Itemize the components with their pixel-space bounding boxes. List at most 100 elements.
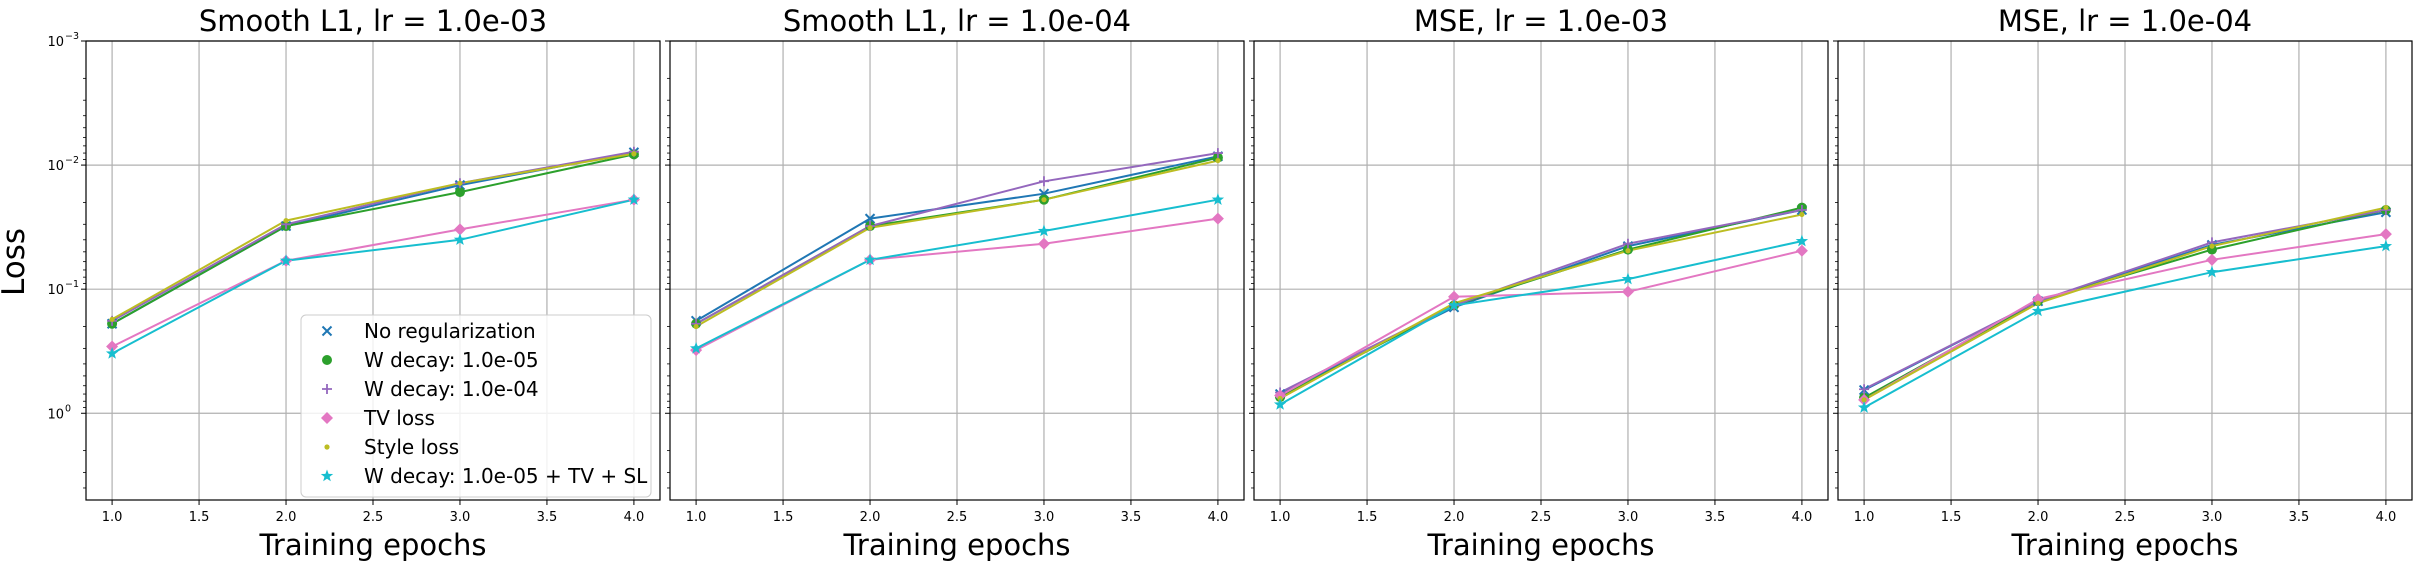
xtick-label: 1.5 — [773, 510, 794, 525]
axes-frame — [669, 40, 1245, 501]
data-point — [1448, 290, 1461, 303]
xtick-label: 1.5 — [1941, 510, 1962, 525]
data-point — [2205, 253, 2218, 266]
data-point — [2383, 204, 2389, 211]
legend-item: W decay: 1.0e-05 — [322, 348, 539, 372]
xtick-label: 2.5 — [363, 510, 384, 525]
data-point — [2379, 228, 2392, 241]
xtick-label: 1.0 — [1270, 510, 1291, 525]
legend-marker — [322, 355, 332, 365]
legend-label: W decay: 1.0e-05 + TV + SL — [364, 464, 648, 488]
xtick-label: 2.5 — [1531, 510, 1552, 525]
axes-frame — [1253, 40, 1829, 501]
data-point — [1037, 237, 1050, 250]
data-point — [1215, 157, 1221, 164]
ytick-exponent: 0 — [65, 403, 71, 414]
data-point — [1861, 397, 1867, 403]
data-point — [1273, 398, 1287, 410]
ytick-label: 10 — [47, 407, 64, 422]
legend-marker — [320, 469, 334, 482]
data-point — [693, 323, 699, 330]
data-point — [453, 233, 467, 246]
panel-3: 1.0 1.5 2.0 2.5 3.0 3.5 4.0 MSE, lr = 1.0e-03 Tr… — [1249, 4, 1829, 562]
x-axis-label: Training epochs — [1426, 528, 1654, 562]
data-point — [864, 213, 876, 224]
series-line — [111, 198, 635, 348]
series-line — [1279, 213, 1803, 400]
data-point — [1857, 401, 1871, 413]
xtick-label: 3.5 — [1705, 510, 1726, 525]
series-line — [111, 153, 635, 325]
data-point — [1795, 244, 1808, 257]
data-point — [283, 217, 289, 224]
xtick-label: 2.0 — [860, 510, 881, 525]
ytick-label: 10 — [47, 159, 64, 174]
panel-title: Smooth L1, lr = 1.0e-03 — [199, 4, 547, 38]
series-line — [1863, 233, 2387, 401]
panel-title: Smooth L1, lr = 1.0e-04 — [783, 4, 1131, 38]
figure-ylabel: Loss — [0, 228, 32, 296]
data-point — [1859, 384, 1870, 395]
data-point — [1211, 193, 1225, 205]
data-point — [1621, 272, 1635, 285]
panel-2: 1.0 1.5 2.0 2.5 3.0 3.5 4.0 Smooth L1, lr = 1.0… — [665, 4, 1245, 562]
series-line — [1279, 249, 1803, 397]
legend-label: Style loss — [364, 435, 459, 459]
xtick-label: 1.5 — [1357, 510, 1378, 525]
data-point — [2206, 244, 2217, 255]
xtick-label: 1.0 — [1854, 510, 1875, 525]
ytick-exponent: −2 — [65, 155, 79, 166]
panel-title: MSE, lr = 1.0e-04 — [1998, 4, 2252, 38]
data-point — [1625, 248, 1631, 254]
xtick-label: 2.5 — [2115, 510, 2136, 525]
data-point — [279, 254, 293, 266]
series-line — [1863, 245, 2387, 409]
ytick-exponent: −3 — [65, 31, 79, 42]
series-line — [1863, 206, 2387, 401]
data-point — [1212, 148, 1223, 159]
ytick-label: 10 — [47, 35, 64, 50]
data-point — [2035, 300, 2041, 306]
data-point — [105, 347, 119, 359]
legend-item: TV loss — [321, 406, 435, 430]
legend-box — [300, 314, 652, 498]
xtick-label: 2.0 — [1444, 510, 1465, 525]
xtick-label: 2.5 — [947, 510, 968, 525]
x-axis-label: Training epochs — [2010, 528, 2238, 562]
xtick-label: 2.0 — [276, 510, 297, 525]
ytick-exponent: −1 — [65, 279, 79, 290]
x-axis-label: Training epochs — [258, 528, 486, 562]
data-point — [1795, 234, 1809, 247]
legend-label: W decay: 1.0e-05 — [364, 348, 539, 372]
xtick-label: 2.0 — [2028, 510, 2049, 525]
series-markers — [1857, 204, 2393, 413]
xtick-label: 4.0 — [624, 510, 645, 525]
data-point — [1274, 389, 1287, 402]
data-point — [453, 223, 466, 236]
xtick-label: 3.0 — [2202, 510, 2223, 525]
legend-item: Style loss — [324, 435, 459, 459]
ytick-label: 10 — [47, 283, 64, 298]
data-point — [2031, 304, 2045, 317]
xtick-label: 3.5 — [2289, 510, 2310, 525]
series-lines — [1279, 206, 1803, 406]
data-point — [1447, 298, 1461, 311]
legend-item: W decay: 1.0e-05 + TV + SL — [320, 464, 648, 488]
data-point — [631, 151, 637, 157]
data-point — [1038, 176, 1049, 187]
data-point — [689, 341, 703, 354]
series-line — [695, 198, 1219, 350]
xtick-label: 1.0 — [102, 510, 123, 525]
axes-frame — [1837, 40, 2413, 501]
x-axis-label: Training epochs — [842, 528, 1070, 562]
data-point — [109, 316, 115, 322]
xtick-label: 3.0 — [1618, 510, 1639, 525]
xtick-label: 4.0 — [1208, 510, 1229, 525]
data-point — [106, 340, 119, 353]
data-point — [1211, 212, 1224, 225]
panel-4: 1.0 1.5 2.0 2.5 3.0 3.5 4.0 MSE, lr = 1.0e-04 Tr… — [1833, 4, 2413, 562]
data-point — [1041, 197, 1047, 203]
series-line — [111, 198, 635, 355]
